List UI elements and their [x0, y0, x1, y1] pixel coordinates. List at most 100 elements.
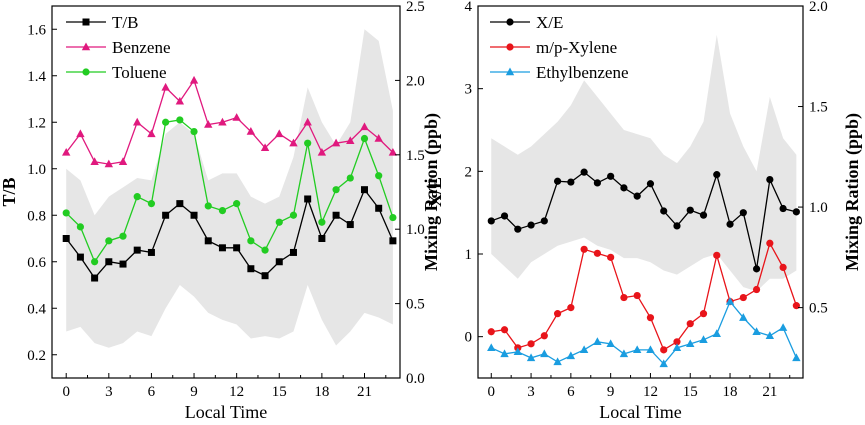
data-point	[579, 345, 589, 354]
data-point	[699, 310, 708, 318]
data-point	[540, 217, 548, 225]
data-point	[779, 263, 787, 272]
data-point	[752, 265, 761, 273]
data-point	[190, 127, 198, 136]
legend-marker	[82, 18, 90, 26]
data-point	[739, 313, 748, 321]
data-point	[233, 200, 241, 208]
y-left-tick-label: 0.2	[27, 348, 46, 364]
data-point	[686, 320, 694, 328]
y-right-tick-label: 2.5	[406, 0, 425, 15]
data-point	[765, 331, 775, 339]
data-point	[275, 218, 283, 226]
data-point	[567, 178, 575, 186]
y-left-tick-label: 4	[465, 0, 473, 15]
data-point	[261, 272, 269, 280]
data-point	[375, 204, 383, 212]
data-point	[593, 249, 601, 257]
data-point	[752, 285, 761, 294]
data-point	[260, 143, 270, 152]
data-point	[752, 327, 761, 335]
series-line-Ethylbenzene	[490, 300, 797, 365]
y-left-tick-label: 2	[465, 164, 473, 180]
legend-marker	[506, 43, 514, 51]
y-left-tick-label: 1.4	[27, 69, 46, 85]
y-right-tick-label: 2.0	[406, 73, 425, 89]
data-point	[118, 157, 128, 165]
data-point	[606, 339, 615, 348]
data-point	[104, 159, 114, 168]
data-point	[105, 258, 113, 266]
data-point	[289, 211, 298, 219]
data-point	[360, 186, 368, 194]
data-point	[686, 206, 694, 214]
x-tick-label: 3	[105, 384, 113, 400]
x-axis-label: Local Time	[599, 402, 682, 422]
data-point	[792, 302, 800, 310]
data-point	[246, 127, 256, 135]
data-point	[119, 260, 127, 268]
data-point	[580, 168, 588, 176]
data-point	[162, 118, 170, 126]
data-point	[553, 357, 562, 366]
data-point	[133, 193, 141, 201]
data-point	[190, 211, 198, 219]
y-left-axis-label: T/B	[0, 177, 19, 206]
data-point	[792, 208, 800, 216]
data-point	[660, 346, 668, 354]
data-point	[619, 349, 629, 358]
data-point	[739, 209, 747, 217]
y-left-tick-label: 3	[465, 82, 473, 98]
data-point	[346, 221, 354, 229]
legend-label: Toluene	[112, 63, 167, 82]
data-point	[686, 339, 695, 348]
data-point	[699, 335, 708, 343]
data-point	[105, 237, 113, 245]
data-point	[725, 297, 735, 305]
y-right-tick-label: 1.0	[406, 222, 425, 238]
data-point	[90, 157, 99, 165]
data-point	[632, 345, 642, 354]
x-tick-label: 18	[314, 384, 329, 400]
data-point	[147, 200, 156, 208]
data-point	[487, 217, 495, 225]
data-point	[778, 323, 788, 331]
x-tick-label: 12	[643, 384, 658, 400]
data-point	[175, 96, 185, 105]
data-point	[580, 245, 588, 253]
x-tick-label: 0	[62, 384, 70, 400]
plot-frame	[51, 5, 401, 379]
data-point	[303, 117, 312, 126]
data-point	[218, 207, 227, 215]
data-point	[332, 186, 340, 194]
range-band	[66, 29, 393, 348]
data-point	[62, 209, 70, 217]
data-point	[204, 237, 212, 245]
data-point	[275, 129, 284, 138]
data-point	[176, 116, 184, 124]
data-point	[389, 213, 397, 222]
data-point	[232, 113, 241, 121]
y-left-tick-label: 1.2	[27, 115, 46, 131]
data-point	[766, 176, 774, 184]
y-right-tick-label: 1.5	[809, 100, 828, 116]
data-point	[607, 253, 615, 261]
legend-marker	[81, 42, 91, 51]
data-point	[633, 192, 641, 200]
data-point	[261, 246, 269, 254]
x-tick-label: 6	[148, 384, 156, 400]
data-point	[607, 172, 615, 180]
data-point	[119, 232, 127, 240]
x-tick-label: 18	[723, 384, 738, 400]
data-point	[713, 171, 721, 179]
x-tick-label: 21	[357, 384, 372, 400]
data-point	[76, 129, 85, 138]
data-point	[91, 274, 99, 282]
data-point	[792, 353, 801, 362]
data-point	[346, 174, 354, 182]
data-point	[275, 258, 283, 266]
data-point	[247, 237, 255, 245]
data-point	[540, 349, 549, 358]
data-point	[161, 82, 170, 91]
